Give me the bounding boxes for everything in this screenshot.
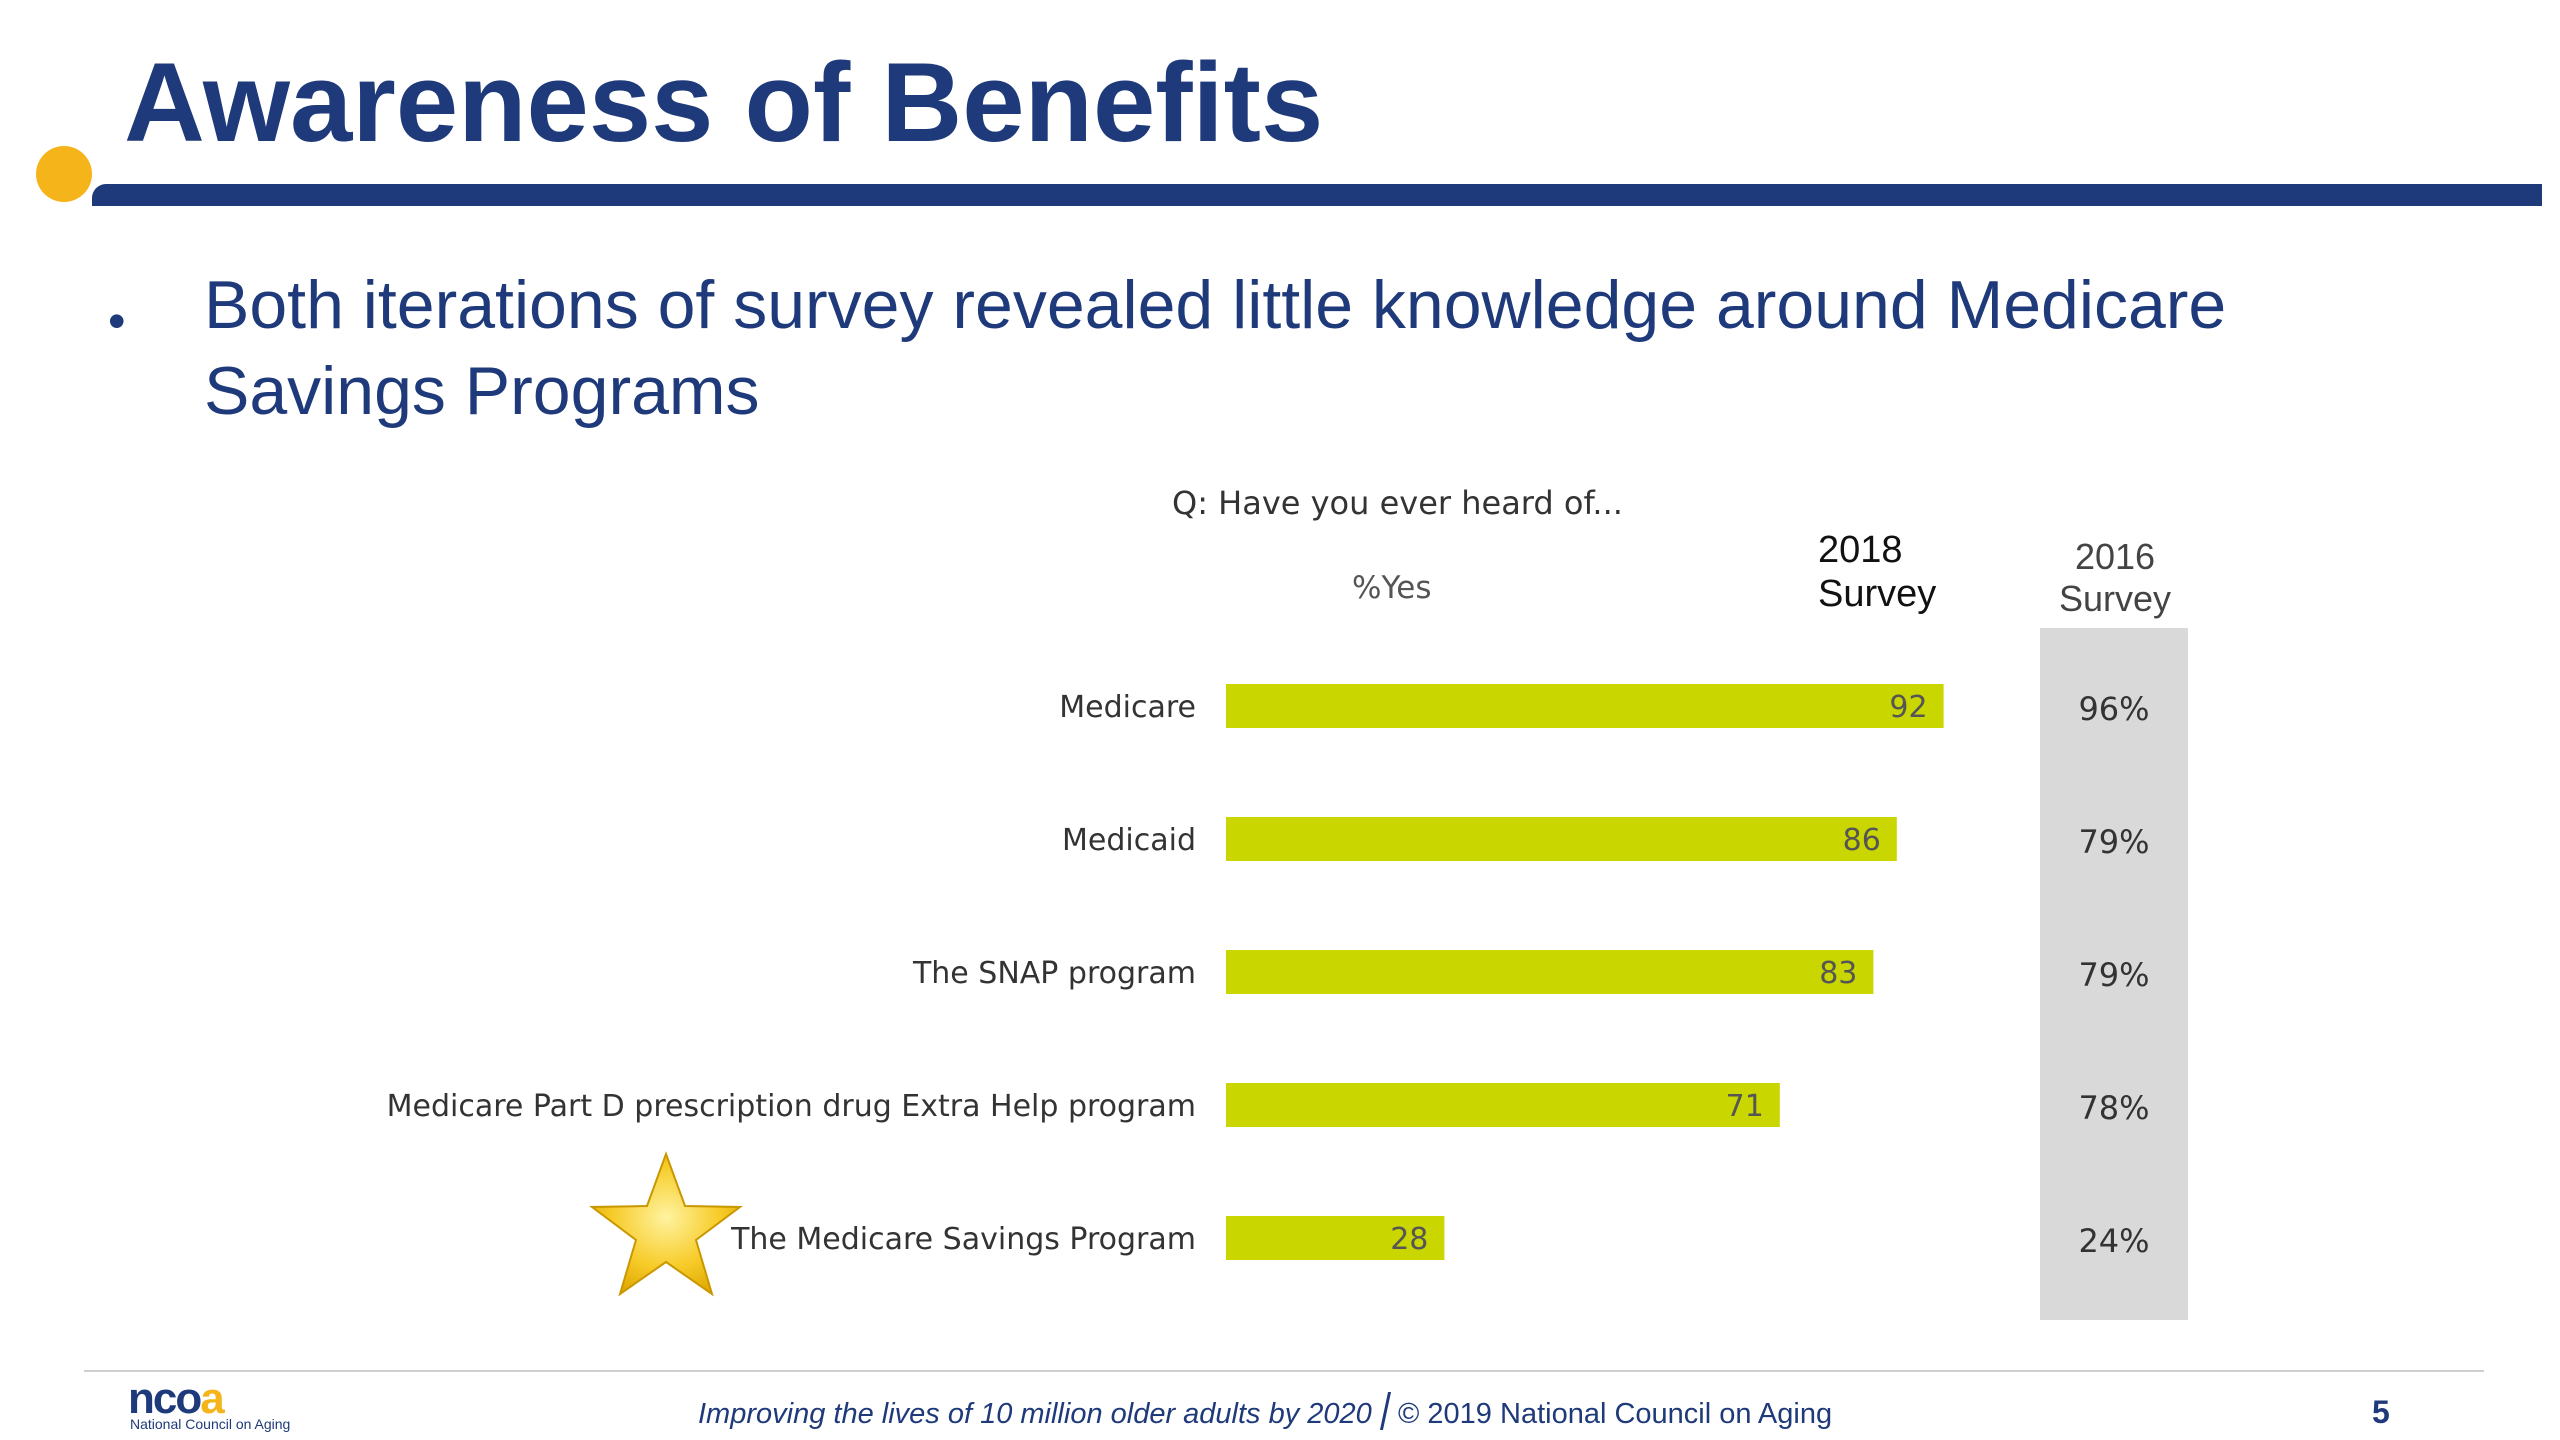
category-label: Medicare bbox=[1059, 690, 1196, 725]
footer-divider bbox=[84, 1370, 2484, 1372]
comparison-value-2016: 78% bbox=[2078, 1089, 2149, 1127]
logo-subtitle: National Council on Aging bbox=[130, 1416, 291, 1432]
bullet-marker: • bbox=[108, 293, 126, 349]
data-label: 71 bbox=[1726, 1089, 1764, 1124]
chart-title: Q: Have you ever heard of... bbox=[1172, 484, 1623, 522]
comparison-value-2016: 79% bbox=[2078, 956, 2149, 994]
comparison-column-band bbox=[2040, 628, 2188, 1320]
comparison-value-2016: 24% bbox=[2078, 1222, 2149, 1260]
footer-tagline: Improving the lives of 10 million older … bbox=[698, 1398, 1372, 1430]
category-label: Medicaid bbox=[1062, 823, 1196, 858]
ncoa-logo: ncoa bbox=[128, 1374, 225, 1424]
star-icon bbox=[589, 1151, 743, 1297]
value-axis-label: %Yes bbox=[1352, 570, 1432, 606]
logo-text: ncoa bbox=[128, 1374, 225, 1423]
bar bbox=[1226, 684, 1944, 728]
data-label: 86 bbox=[1843, 823, 1881, 858]
data-label: 92 bbox=[1889, 690, 1927, 725]
accent-dot bbox=[36, 146, 92, 202]
footer-copyright: © 2019 National Council on Aging bbox=[1398, 1398, 1833, 1430]
category-label: The Medicare Savings Program bbox=[730, 1222, 1196, 1257]
column-header-2018-text: 2018 Survey bbox=[1818, 529, 1937, 615]
page-number: 5 bbox=[2372, 1394, 2390, 1430]
title-underline bbox=[92, 184, 2542, 206]
bar bbox=[1226, 950, 1874, 994]
comparison-value-2016: 96% bbox=[2078, 690, 2149, 728]
column-header-2018: 2018 Survey bbox=[1818, 528, 1948, 616]
bar bbox=[1226, 1216, 1445, 1260]
bar bbox=[1226, 1083, 1780, 1127]
logo-accent-letter: a bbox=[200, 1374, 225, 1423]
column-header-2016: 2016 Survey bbox=[2040, 536, 2190, 620]
category-label: The SNAP program bbox=[912, 956, 1196, 991]
comparison-value-2016: 79% bbox=[2078, 823, 2149, 861]
bullet-text: Both iterations of survey revealed littl… bbox=[204, 267, 2227, 429]
data-label: 83 bbox=[1819, 956, 1857, 991]
slide-title: Awareness of Benefits bbox=[124, 40, 1324, 165]
column-header-2016-text: 2016 Survey bbox=[2058, 536, 2172, 619]
category-label: Medicare Part D prescription drug Extra … bbox=[387, 1089, 1196, 1124]
data-label: 28 bbox=[1390, 1222, 1428, 1257]
bar bbox=[1226, 817, 1897, 861]
